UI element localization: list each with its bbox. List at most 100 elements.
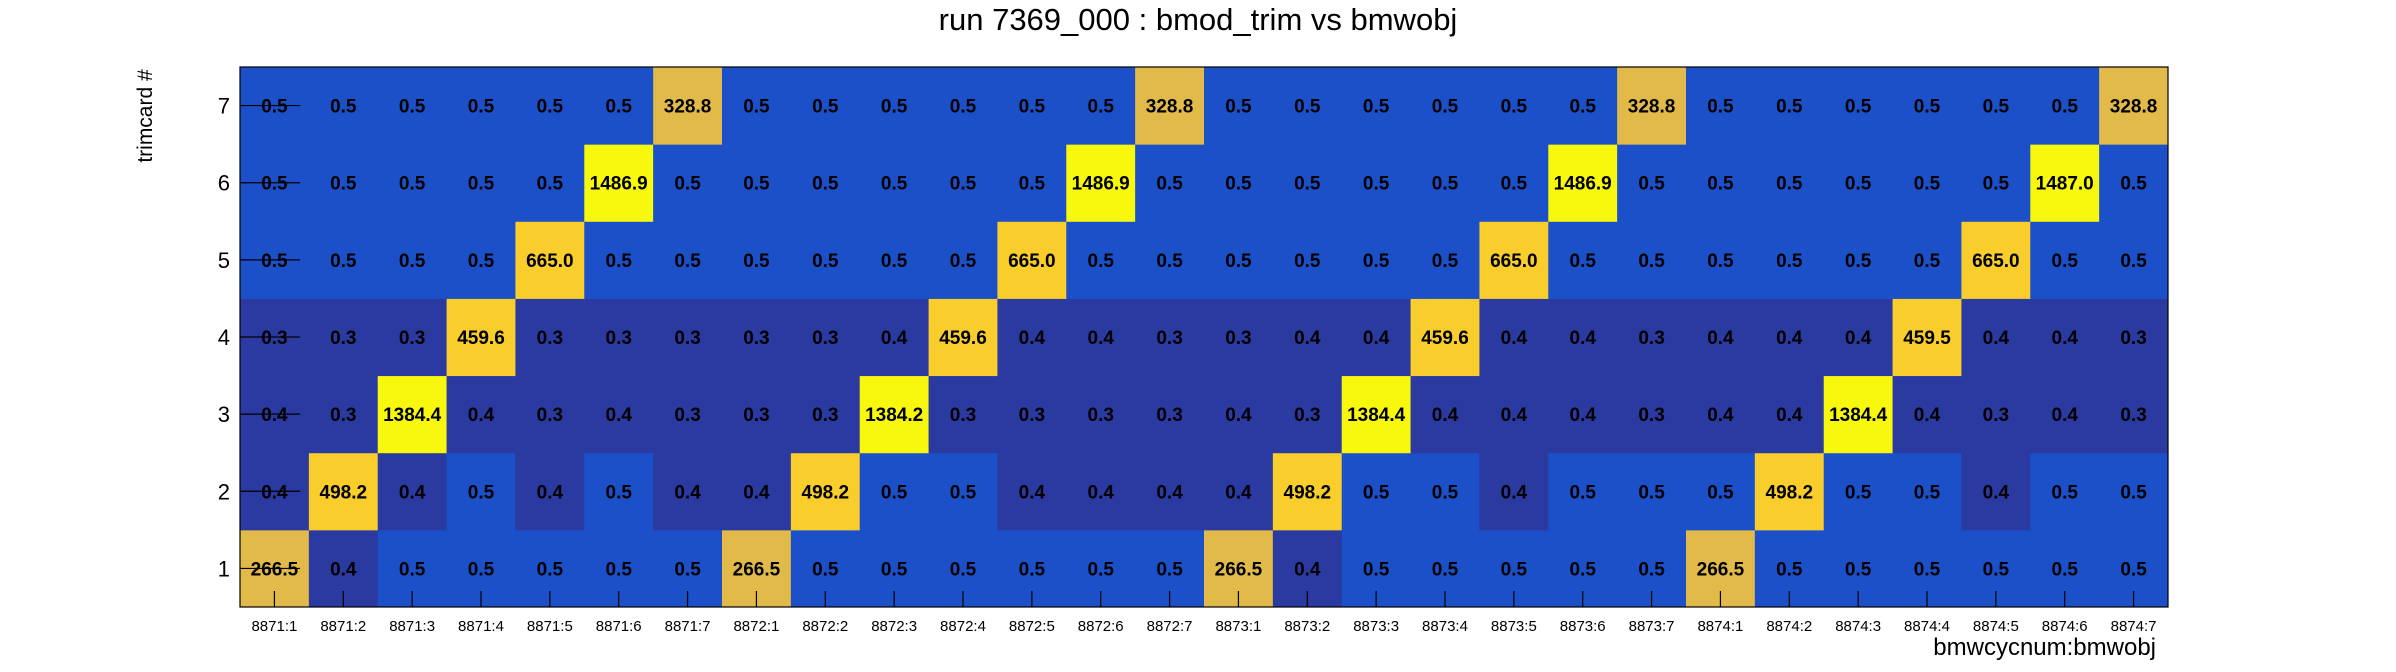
heatmap-cell — [790, 144, 861, 222]
heatmap-cell-label: 0.5 — [950, 482, 977, 503]
heatmap-cell-label: 0.5 — [606, 559, 633, 580]
heatmap-cell — [928, 144, 998, 222]
heatmap-cell — [377, 298, 448, 377]
heatmap-cell — [1686, 67, 1756, 145]
y-tick-label: 7 — [218, 94, 230, 119]
heatmap-cell-label: 0.3 — [399, 328, 425, 349]
heatmap-cell — [1548, 452, 1618, 531]
heatmap-cell — [1686, 375, 1756, 454]
heatmap-cell-label: 0.3 — [950, 405, 976, 426]
y-tick-label: 3 — [218, 402, 230, 427]
heatmap-cell — [1410, 375, 1480, 454]
x-tick-label: 8872:4 — [940, 618, 986, 635]
heatmap-cell-label: 0.5 — [1294, 174, 1321, 195]
heatmap-cell-label: 0.5 — [537, 559, 564, 580]
heatmap-cell-label: 0.5 — [1845, 482, 1872, 503]
heatmap-cell-label: 665.0 — [526, 251, 574, 272]
heatmap-cell-label: 0.5 — [1156, 559, 1183, 580]
heatmap-cell-label: 0.5 — [2052, 251, 2079, 272]
heatmap-cell-label: 0.5 — [537, 174, 564, 195]
heatmap-cell-label: 1384.4 — [1347, 405, 1406, 426]
heatmap-cell-label: 0.4 — [1088, 328, 1115, 349]
heatmap-cell-label: 0.3 — [2120, 328, 2146, 349]
heatmap-cell-label: 0.4 — [1225, 405, 1252, 426]
heatmap-cell-label: 0.4 — [606, 405, 633, 426]
x-tick-label: 8871:3 — [389, 618, 435, 635]
heatmap-cell — [515, 298, 585, 377]
heatmap-cell — [1548, 221, 1618, 299]
heatmap-cell — [928, 452, 998, 531]
heatmap-cell-label: 1487.0 — [2036, 174, 2094, 195]
heatmap-cell — [1479, 221, 1549, 299]
x-tick-label: 8873:6 — [1560, 618, 1606, 635]
heatmap-cell — [308, 67, 379, 145]
heatmap-cell-label: 0.5 — [1638, 251, 1665, 272]
heatmap-cell-label: 0.5 — [1776, 251, 1803, 272]
heatmap-cell-label: 0.5 — [399, 559, 426, 580]
heatmap-cell-label: 0.3 — [1638, 405, 1664, 426]
heatmap-cell-label: 0.3 — [743, 328, 769, 349]
heatmap-cell-label: 0.5 — [1776, 174, 1803, 195]
heatmap-cell-label: 0.3 — [330, 405, 356, 426]
heatmap-cell — [653, 452, 723, 531]
heatmap-cell-label: 0.4 — [1845, 328, 1872, 349]
heatmap-cell-label: 0.4 — [2052, 328, 2079, 349]
heatmap-cell-label: 0.5 — [1983, 97, 2010, 118]
heatmap-cell — [1272, 67, 1343, 145]
heatmap-cell — [653, 298, 723, 377]
heatmap-cell-label: 0.3 — [1225, 328, 1251, 349]
heatmap-cell — [1479, 144, 1549, 222]
heatmap-cell — [1892, 298, 1962, 377]
heatmap-cell — [377, 452, 448, 531]
heatmap-cell-label: 0.5 — [1432, 97, 1459, 118]
heatmap-cell-label: 0.4 — [1294, 559, 1321, 580]
heatmap-cell-label: 0.5 — [1776, 559, 1803, 580]
x-tick-label: 8873:4 — [1422, 618, 1468, 635]
heatmap-cell-label: 0.5 — [1363, 251, 1390, 272]
heatmap-cell — [2099, 144, 2169, 222]
heatmap-cell-label: 665.0 — [1972, 251, 2020, 272]
heatmap-cell — [1754, 221, 1825, 299]
heatmap-cell — [1479, 375, 1549, 454]
heatmap-cell — [377, 67, 448, 145]
heatmap-cell — [859, 221, 930, 299]
heatmap-cell-label: 1486.9 — [1554, 174, 1612, 195]
heatmap-cell — [1961, 375, 2031, 454]
heatmap-cell — [1892, 375, 1962, 454]
x-axis-label: bmwcycnum:bmwobj — [1933, 634, 2156, 661]
heatmap-cell — [1548, 298, 1618, 377]
x-tick-label: 8871:4 — [458, 618, 504, 635]
heatmap-cell-label: 0.4 — [2052, 405, 2079, 426]
heatmap-cell-label: 0.5 — [1983, 174, 2010, 195]
heatmap-cell-label: 0.5 — [468, 482, 495, 503]
heatmap-cell — [790, 452, 861, 531]
heatmap-cell — [1823, 221, 1894, 299]
heatmap-cell-label: 0.5 — [606, 251, 633, 272]
heatmap-cell — [722, 298, 792, 377]
heatmap-cell-label: 0.3 — [1088, 405, 1114, 426]
heatmap-cell-label: 459.6 — [1421, 328, 1469, 349]
heatmap-cell-label: 0.5 — [606, 482, 633, 503]
heatmap-cell-label: 0.5 — [1914, 482, 1941, 503]
heatmap-cell-label: 0.5 — [743, 97, 770, 118]
heatmap-cell — [2099, 298, 2169, 377]
x-tick-label: 8874:2 — [1766, 618, 1812, 635]
heatmap-cell-label: 0.5 — [1707, 482, 1734, 503]
heatmap-cell-label: 0.4 — [1225, 482, 1252, 503]
heatmap-cell — [1961, 67, 2031, 145]
heatmap-cell-label: 0.5 — [537, 97, 564, 118]
heatmap-cell-label: 1384.4 — [383, 405, 442, 426]
heatmap-cell — [1066, 375, 1136, 454]
heatmap-cell-label: 0.5 — [1914, 97, 1941, 118]
heatmap-cell — [722, 144, 792, 222]
heatmap-cell-label: 0.5 — [881, 174, 908, 195]
heatmap-cell-label: 0.5 — [1914, 174, 1941, 195]
heatmap-cell-label: 498.2 — [1284, 482, 1332, 503]
heatmap-cell-label: 0.5 — [1707, 174, 1734, 195]
heatmap-cell-label: 0.5 — [812, 97, 839, 118]
heatmap-cell-label: 0.5 — [1501, 559, 1528, 580]
heatmap-cell-label: 0.5 — [674, 251, 701, 272]
heatmap-cell — [1135, 375, 1205, 454]
heatmap-cell — [584, 375, 654, 454]
heatmap-cell-label: 0.3 — [674, 328, 700, 349]
